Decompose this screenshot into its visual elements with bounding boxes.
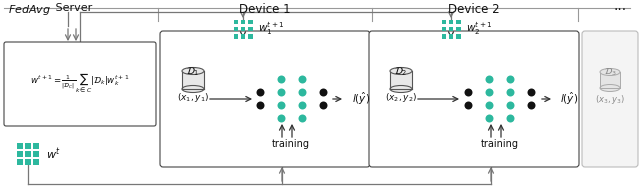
FancyBboxPatch shape [160,31,370,167]
Circle shape [298,102,307,110]
Bar [234,19,238,24]
Text: $(x_1, y_1)$: $(x_1, y_1)$ [177,91,209,103]
Circle shape [257,89,264,96]
Ellipse shape [600,68,620,75]
Circle shape [465,102,472,110]
Bar [248,19,253,24]
Bar [442,27,446,31]
Circle shape [278,89,285,96]
Text: $w_2^{t+1}$: $w_2^{t+1}$ [466,21,493,37]
Circle shape [278,75,285,83]
Bar [33,151,39,157]
Circle shape [298,89,307,96]
Circle shape [527,102,536,110]
Circle shape [527,89,536,96]
Bar [600,72,620,88]
Text: $(x_3, y_3)$: $(x_3, y_3)$ [595,93,625,105]
Bar [33,143,39,149]
Bar [234,27,238,31]
Circle shape [278,114,285,122]
Bar [442,34,446,38]
Circle shape [319,102,328,110]
Text: $\it{FedAvg}$: $\it{FedAvg}$ [8,3,51,17]
Bar [241,27,245,31]
Text: $l(\hat{y})$: $l(\hat{y})$ [560,91,578,107]
Text: $\mathcal{D}_3$: $\mathcal{D}_3$ [604,66,616,78]
Bar [248,34,253,38]
Circle shape [298,114,307,122]
Text: $\mathcal{D}_2$: $\mathcal{D}_2$ [394,66,408,78]
Ellipse shape [390,85,412,93]
Text: $w^{t+1} = \frac{1}{|\mathcal{D}_C|}\sum_{k \in C}|\mathcal{D}_k|w_k^{t+1}$: $w^{t+1} = \frac{1}{|\mathcal{D}_C|}\sum… [30,71,130,95]
Circle shape [506,102,515,110]
Bar [241,34,245,38]
Circle shape [257,102,264,110]
Bar [182,71,204,89]
Text: $(x_2, y_2)$: $(x_2, y_2)$ [385,91,417,103]
Circle shape [486,75,493,83]
Ellipse shape [182,67,204,74]
Circle shape [278,102,285,110]
Bar [442,19,446,24]
Text: ···: ··· [613,3,627,17]
Ellipse shape [182,85,204,93]
Text: Device 1: Device 1 [239,3,291,16]
Circle shape [506,75,515,83]
FancyBboxPatch shape [582,31,638,167]
Bar [25,143,31,149]
Text: $l(\hat{y})$: $l(\hat{y})$ [352,91,370,107]
Text: training: training [272,139,310,149]
Circle shape [298,75,307,83]
Text: training: training [481,139,519,149]
Circle shape [506,89,515,96]
Text: Server: Server [52,3,92,13]
Bar [248,27,253,31]
Bar [449,27,453,31]
Text: $w_1^{t+1}$: $w_1^{t+1}$ [258,21,285,37]
FancyBboxPatch shape [4,42,156,126]
Circle shape [486,89,493,96]
Bar [17,159,22,165]
Text: $w^t$: $w^t$ [46,146,61,162]
Bar [456,27,461,31]
FancyBboxPatch shape [369,31,579,167]
Circle shape [319,89,328,96]
Bar [456,34,461,38]
Bar [390,71,412,89]
Circle shape [465,89,472,96]
Bar [17,151,22,157]
Bar [241,19,245,24]
Ellipse shape [600,84,620,92]
Bar [234,34,238,38]
Bar [449,19,453,24]
Text: $\mathcal{D}_1$: $\mathcal{D}_1$ [186,66,200,78]
Bar [449,34,453,38]
Bar [25,159,31,165]
Circle shape [486,102,493,110]
Circle shape [506,114,515,122]
Circle shape [486,114,493,122]
Bar [33,159,39,165]
Bar [17,143,22,149]
Ellipse shape [390,67,412,74]
Text: Device 2: Device 2 [448,3,500,16]
Bar [25,151,31,157]
Bar [456,19,461,24]
